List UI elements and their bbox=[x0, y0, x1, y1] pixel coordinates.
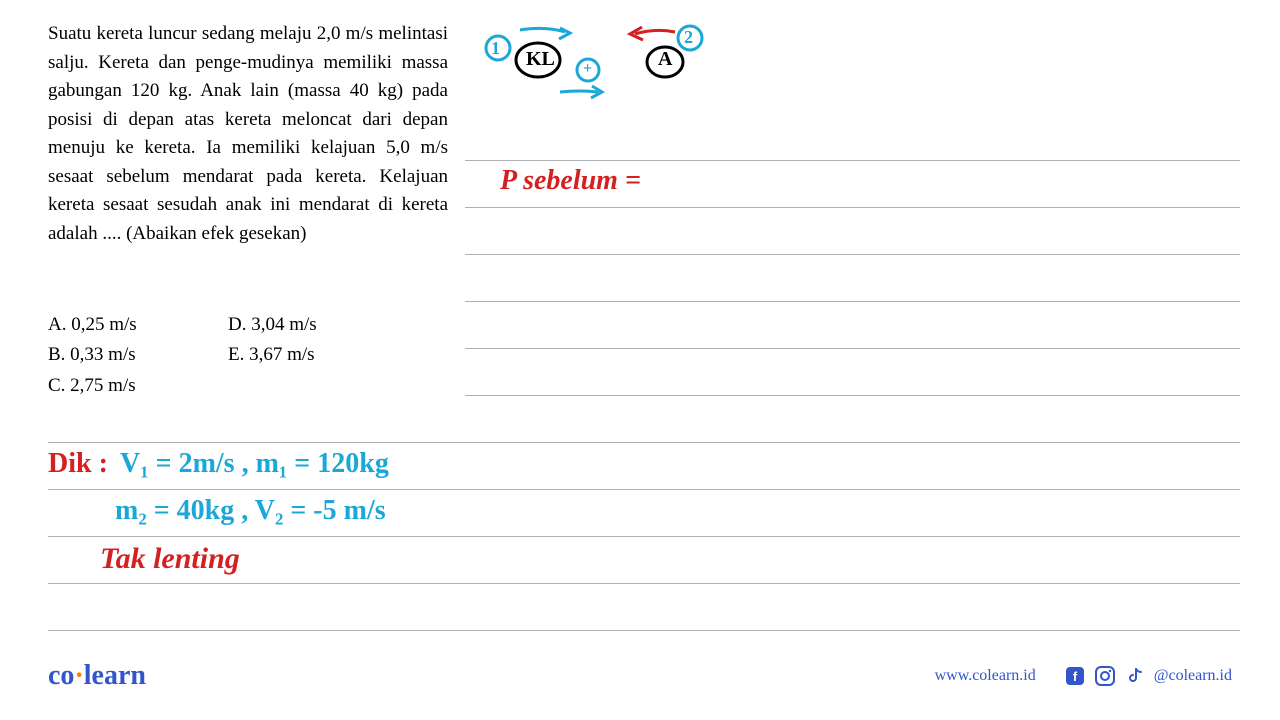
dik-line2: m₂ = 40kg , V₂ = -5 m/s bbox=[115, 495, 386, 527]
logo-learn: learn bbox=[84, 660, 146, 691]
p-sebelum: P sebelum = bbox=[500, 165, 641, 197]
option-b: B. 0,33 m/s bbox=[48, 340, 228, 370]
diagram-sketch bbox=[460, 18, 740, 118]
option-c: C. 2,75 m/s bbox=[48, 371, 228, 401]
footer-url: www.colearn.id bbox=[935, 667, 1036, 685]
lined-paper bbox=[465, 130, 1280, 650]
option-e: E. 3,67 m/s bbox=[228, 340, 408, 370]
label-plus: + bbox=[583, 60, 592, 78]
footer-handle: @colearn.id bbox=[1154, 667, 1232, 685]
dik-line1: V₁ = 2m/s , m₁ = 120kg bbox=[120, 448, 389, 480]
facebook-icon: f bbox=[1064, 665, 1086, 687]
options-block: A. 0,25 m/s D. 3,04 m/s B. 0,33 m/s E. 3… bbox=[48, 310, 408, 401]
footer-right: www.colearn.id f @colearn.id bbox=[935, 665, 1232, 687]
label-one: 1 bbox=[491, 38, 500, 59]
logo: co·learn bbox=[48, 660, 146, 692]
dik-label: Dik : bbox=[48, 448, 108, 480]
option-d: D. 3,04 m/s bbox=[228, 310, 408, 340]
question-text: Suatu kereta luncur sedang melaju 2,0 m/… bbox=[48, 20, 448, 248]
label-a: A bbox=[658, 48, 672, 71]
logo-dot: · bbox=[74, 660, 83, 691]
label-two: 2 bbox=[684, 27, 693, 48]
label-kl: KL bbox=[526, 48, 555, 71]
footer: co·learn www.colearn.id f @colearn.id bbox=[0, 656, 1280, 696]
logo-co: co bbox=[48, 660, 74, 691]
instagram-icon bbox=[1094, 665, 1116, 687]
tak-lenting: Tak lenting bbox=[100, 542, 240, 576]
tiktok-icon bbox=[1124, 665, 1146, 687]
svg-text:f: f bbox=[1073, 669, 1078, 684]
option-a: A. 0,25 m/s bbox=[48, 310, 228, 340]
social-icons: f @colearn.id bbox=[1064, 665, 1232, 687]
